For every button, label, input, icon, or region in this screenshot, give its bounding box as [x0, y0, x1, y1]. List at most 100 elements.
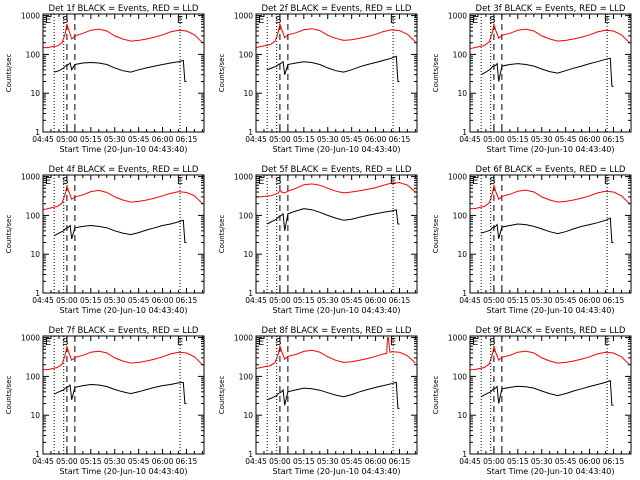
marker-label: E [258, 176, 264, 187]
x-axis-label: Start Time (20-Jun-10 04:43:40) [273, 145, 401, 154]
chart-panel-2: Det 2f BLACK = Events, RED = LLD Counts/s… [218, 4, 418, 154]
y-tick-label: 1000 [21, 173, 40, 182]
panel-title: Det 2f BLACK = Events, RED = LLD [262, 4, 412, 14]
x-tick-label: 05:45 [128, 296, 150, 305]
marker-label: S [275, 337, 281, 348]
y-tick-label: 1 [462, 289, 467, 298]
chart-panel-8: Det 8f BLACK = Events, RED = LLD Counts/s… [218, 326, 418, 476]
x-tick-label: 06:00 [579, 135, 601, 144]
x-tick-label: 05:30 [104, 457, 126, 466]
marker-label: E [258, 15, 264, 26]
x-tick-label: 04:45 [32, 457, 54, 466]
series-line-events [54, 59, 187, 82]
plot-frame [255, 335, 418, 455]
y-tick-label: 100 [239, 372, 254, 381]
y-tick-label: 1000 [234, 334, 253, 343]
y-tick-label: 10 [457, 89, 467, 98]
y-tick-label: 1 [248, 450, 253, 459]
x-tick-label: 04:45 [459, 135, 481, 144]
series-line-events [267, 381, 400, 409]
x-tick-label: 06:00 [152, 457, 174, 466]
x-tick-label: 05:15 [293, 296, 315, 305]
y-tick-label: 100 [26, 211, 41, 220]
panel-title: Det 9f BLACK = Events, RED = LLD [476, 326, 626, 336]
y-tick-label: 10 [30, 411, 40, 420]
marker-label: S [62, 337, 68, 348]
panel-title: Det 7f BLACK = Events, RED = LLD [49, 326, 199, 336]
x-axis-label: Start Time (20-Jun-10 04:43:40) [487, 306, 615, 315]
x-tick-label: 06:15 [176, 135, 198, 144]
panel-title: Det 4f BLACK = Events, RED = LLD [49, 165, 199, 175]
marker-label: S [489, 15, 495, 26]
x-tick-label: 05:30 [317, 296, 339, 305]
y-axis-label: Counts/sec [218, 215, 226, 254]
x-tick-label: 06:00 [152, 135, 174, 144]
y-tick-label: 10 [30, 250, 40, 259]
marker-label: E [45, 337, 51, 348]
series-line-lld [469, 22, 630, 50]
marker-label: E [177, 15, 183, 26]
x-tick-label: 06:15 [176, 457, 198, 466]
y-tick-label: 100 [453, 211, 468, 220]
y-tick-label: 1 [462, 450, 467, 459]
x-tick-label: 04:45 [459, 457, 481, 466]
x-tick-label: 06:15 [603, 296, 625, 305]
x-tick-label: 05:00 [56, 457, 78, 466]
plot-frame [469, 174, 632, 294]
chart-panel-6: Det 6f BLACK = Events, RED = LLD Counts/s… [432, 165, 632, 315]
x-tick-label: 05:45 [341, 296, 363, 305]
y-tick-label: 10 [30, 89, 40, 98]
x-tick-label: 05:00 [483, 457, 505, 466]
x-tick-label: 06:00 [579, 296, 601, 305]
plot-frame [255, 13, 418, 133]
x-tick-label: 04:45 [245, 457, 267, 466]
series-line-lld [42, 184, 203, 211]
plot-frame [42, 335, 205, 455]
x-tick-label: 05:45 [555, 296, 577, 305]
y-tick-label: 1 [248, 289, 253, 298]
y-tick-label: 1 [248, 128, 253, 137]
marker-label: S [489, 337, 495, 348]
x-tick-label: 06:15 [603, 135, 625, 144]
x-tick-label: 05:30 [104, 296, 126, 305]
marker-label: E [472, 337, 478, 348]
x-tick-label: 05:15 [80, 457, 102, 466]
x-tick-label: 05:30 [531, 135, 553, 144]
x-axis-label: Start Time (20-Jun-10 04:43:40) [273, 306, 401, 315]
x-tick-label: 05:15 [293, 457, 315, 466]
y-tick-label: 1 [35, 289, 40, 298]
series-line-events [480, 57, 614, 87]
marker-label: S [62, 15, 68, 26]
x-tick-label: 04:45 [245, 135, 267, 144]
series-line-events [266, 208, 400, 231]
series-line-lld [255, 337, 416, 369]
plot-frame [42, 174, 205, 294]
y-tick-label: 10 [457, 411, 467, 420]
y-axis-label: Counts/sec [5, 215, 13, 254]
marker-label: E [472, 176, 478, 187]
y-tick-label: 1000 [21, 12, 40, 21]
series-line-lld [256, 182, 416, 198]
y-tick-label: 1000 [21, 334, 40, 343]
panel-title: Det 8f BLACK = Events, RED = LLD [262, 326, 412, 336]
marker-label: E [390, 176, 396, 187]
y-tick-label: 1000 [448, 173, 467, 182]
y-tick-label: 1 [35, 128, 40, 137]
y-tick-label: 10 [243, 89, 253, 98]
x-axis-label: Start Time (20-Jun-10 04:43:40) [487, 145, 615, 154]
y-tick-label: 1 [462, 128, 467, 137]
y-tick-label: 100 [26, 372, 41, 381]
y-tick-label: 1000 [448, 12, 467, 21]
x-tick-label: 05:00 [56, 296, 78, 305]
marker-label: E [177, 176, 183, 187]
chart-panel-7: Det 7f BLACK = Events, RED = LLD Counts/s… [5, 326, 205, 476]
series-line-events [53, 219, 187, 243]
y-tick-label: 100 [453, 50, 468, 59]
series-line-events [480, 379, 614, 406]
marker-label: S [275, 15, 281, 26]
x-tick-label: 06:00 [579, 457, 601, 466]
y-tick-label: 100 [453, 372, 468, 381]
y-axis-label: Counts/sec [218, 54, 226, 93]
y-axis-label: Counts/sec [5, 54, 13, 93]
x-tick-label: 05:15 [507, 457, 529, 466]
